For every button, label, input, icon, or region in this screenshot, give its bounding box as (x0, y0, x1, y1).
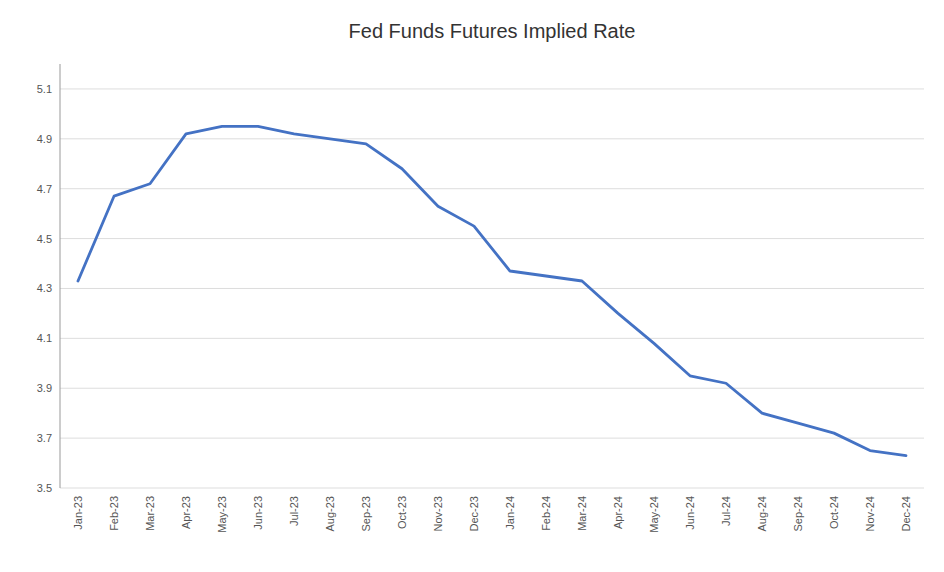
x-tick-label: Feb-24 (540, 496, 552, 531)
x-tick-label: Apr-24 (612, 496, 624, 529)
grid-line (60, 388, 924, 389)
x-tick-label: Aug-24 (756, 496, 768, 531)
x-tick-label: Dec-24 (900, 496, 912, 531)
x-tick-labels: Jan-23 Feb-23 Mar-23 Apr-23 May-23 Jun-23 Jul-… (72, 496, 912, 533)
grid-line (60, 338, 924, 339)
x-tick-label: Apr-23 (180, 496, 192, 529)
chart-svg: Fed Funds Futures Implied Rate 3.5 3.7 3.9 4… (0, 0, 944, 572)
x-tick-label: Oct-24 (828, 496, 840, 529)
x-tick-label: May-23 (216, 496, 228, 533)
data-group (78, 126, 906, 455)
x-tick-label: Jul-24 (720, 496, 732, 526)
y-tick-label: 4.3 (37, 282, 52, 294)
x-tick-label: Feb-23 (108, 496, 120, 531)
x-tick-label: Nov-24 (864, 496, 876, 531)
x-tick-label: Dec-23 (468, 496, 480, 531)
y-tick-label: 5.1 (37, 83, 52, 95)
y-tick-label: 4.5 (37, 233, 52, 245)
chart-container: Fed Funds Futures Implied Rate 3.5 3.7 3.9 4… (0, 0, 944, 572)
data-line (78, 126, 906, 455)
x-tick-label: Jan-24 (504, 496, 516, 530)
x-tick-label: Oct-23 (396, 496, 408, 529)
y-tick-label: 4.1 (37, 332, 52, 344)
grid-line (60, 488, 924, 489)
y-grid (60, 89, 924, 488)
y-tick-label: 3.9 (37, 382, 52, 394)
y-axis-line (60, 64, 61, 488)
x-tick-label: Jan-23 (72, 496, 84, 530)
y-tick-labels: 3.5 3.7 3.9 4.1 4.3 4.5 4.7 4.9 5.1 (37, 83, 52, 494)
x-tick-label: Jun-23 (252, 496, 264, 530)
x-tick-label: Nov-23 (432, 496, 444, 531)
x-tick-label: Mar-23 (144, 496, 156, 531)
y-tick-label: 3.5 (37, 482, 52, 494)
grid-line (60, 438, 924, 439)
chart-title: Fed Funds Futures Implied Rate (349, 20, 636, 42)
grid-line (60, 188, 924, 189)
grid-line (60, 138, 924, 139)
grid-line (60, 88, 924, 89)
y-tick-label: 4.7 (37, 183, 52, 195)
grid-line (60, 238, 924, 239)
grid-line (60, 288, 924, 289)
x-tick-label: Sep-24 (792, 496, 804, 531)
y-tick-label: 3.7 (37, 432, 52, 444)
x-tick-label: Mar-24 (576, 496, 588, 531)
x-tick-label: May-24 (648, 496, 660, 533)
y-tick-label: 4.9 (37, 133, 52, 145)
x-tick-label: Sep-23 (360, 496, 372, 531)
x-tick-label: Jun-24 (684, 496, 696, 530)
x-tick-label: Jul-23 (288, 496, 300, 526)
x-tick-label: Aug-23 (324, 496, 336, 531)
